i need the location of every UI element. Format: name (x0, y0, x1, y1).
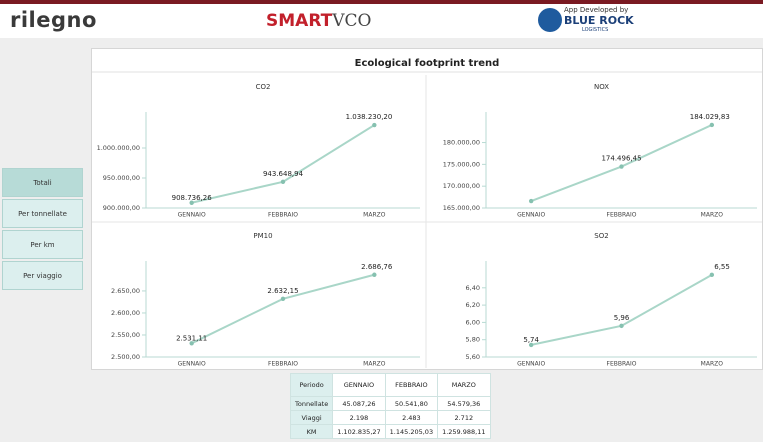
top-stripe (0, 0, 763, 4)
cell: 2.712 (437, 410, 491, 425)
x-tick-label: FEBBRAIO (607, 361, 637, 368)
sidebar: Totali Per tonnellate Per km Per viaggio (2, 168, 83, 292)
header-cell: Periodo (289, 373, 334, 397)
header-cell: MARZO (437, 373, 491, 397)
y-tick-label: 5,80 (466, 336, 480, 344)
x-tick-label: GENNAIO (517, 361, 545, 368)
table-row: Viaggi 2.198 2.483 2.712 (289, 410, 491, 425)
cell: 2.198 (332, 410, 386, 425)
value-label: 174.496,45 (601, 155, 641, 163)
y-tick-label: 6,20 (466, 301, 480, 309)
value-label: 6,55 (714, 263, 730, 271)
x-tick-label: MARZO (701, 361, 724, 368)
data-point (619, 164, 624, 169)
y-tick-label: 950.000,00 (103, 174, 140, 182)
y-tick-label: 2.650,00 (111, 287, 140, 295)
data-point (709, 122, 715, 128)
y-tick-label: 2.600,00 (111, 309, 140, 317)
y-tick-label: 2.500,00 (111, 353, 140, 361)
x-tick-label: FEBBRAIO (268, 212, 298, 219)
nav-button[interactable]: Per km (2, 230, 83, 259)
y-tick-label: 175.000,00 (443, 160, 480, 168)
data-point (189, 341, 194, 346)
data-point (280, 179, 286, 185)
table-row: Tonnellate 45.087,26 50.541,80 54.579,36 (289, 396, 491, 411)
nav-button[interactable]: Per viaggio (2, 261, 83, 290)
x-tick-label: GENNAIO (178, 212, 206, 219)
value-label: 5,96 (614, 314, 630, 322)
header: rilegno SMARTVCO App Developed by BLUE R… (0, 4, 763, 38)
data-point (189, 200, 194, 205)
x-tick-label: GENNAIO (178, 361, 206, 368)
panel-title: Ecological footprint trend (355, 58, 500, 69)
table-row: KM 1.102.835,27 1.145.205,03 1.259.988,1… (289, 424, 491, 439)
value-label: 2.531,11 (176, 334, 207, 342)
cell: 1.145.205,03 (384, 424, 439, 439)
y-tick-label: 170.000,00 (443, 182, 480, 190)
table-header: Periodo GENNAIO FEBBRAIO MARZO (289, 373, 491, 397)
chart-title: PM10 (253, 232, 272, 240)
data-line (530, 124, 713, 202)
header-cell: FEBBRAIO (384, 373, 439, 397)
y-tick-label: 180.000,00 (443, 139, 480, 147)
chart-title: CO2 (256, 83, 271, 91)
data-line (191, 273, 375, 345)
value-label: 908.736,26 (172, 194, 213, 202)
nav-button[interactable]: Totali (2, 168, 83, 197)
value-label: 943.648,94 (263, 170, 304, 178)
cell: 1.259.988,11 (437, 424, 491, 439)
x-tick-label: MARZO (363, 361, 386, 368)
x-tick-label: GENNAIO (517, 212, 545, 219)
data-point (619, 323, 624, 329)
chart-title: SO2 (594, 232, 608, 240)
data-point (280, 296, 286, 302)
cell: 1.102.835,27 (332, 424, 386, 439)
app-logo: SMARTVCO (266, 11, 371, 31)
chart-title: NOX (594, 83, 609, 91)
data-point (528, 198, 534, 204)
brand-logo: rilegno (10, 8, 97, 32)
value-label: 5,74 (523, 336, 539, 344)
cell: 54.579,36 (437, 396, 491, 411)
row-label: Viaggi (289, 410, 334, 425)
app-name-bold: SMART (266, 11, 333, 31)
value-label: 1.038.230,20 (346, 113, 393, 121)
x-tick-label: MARZO (363, 212, 386, 219)
y-tick-label: 165.000,00 (443, 204, 480, 212)
x-tick-label: MARZO (701, 212, 724, 219)
row-label: Tonnellate (289, 396, 334, 411)
developer-name: BLUE ROCK (564, 14, 634, 27)
app-name-light: VCO (332, 11, 372, 31)
y-tick-label: 5,60 (466, 353, 480, 361)
y-tick-label: 6,40 (466, 284, 480, 292)
y-tick-label: 6,00 (466, 318, 480, 326)
x-tick-label: FEBBRAIO (268, 361, 298, 368)
value-label: 2.632,15 (267, 287, 298, 295)
data-line (191, 124, 375, 204)
cell: 45.087,26 (332, 396, 386, 411)
developer-note: App Developed by (564, 6, 629, 14)
data-point (372, 272, 377, 277)
y-tick-label: 1.000.000,00 (97, 144, 140, 152)
cell: 50.541,80 (384, 396, 439, 411)
y-tick-label: 900.000,00 (103, 204, 140, 212)
data-line (530, 273, 713, 346)
row-label: KM (289, 424, 334, 439)
y-tick-label: 2.550,00 (111, 331, 140, 339)
globe-icon (538, 8, 562, 32)
cell: 2.483 (384, 410, 439, 425)
value-label: 184.029,83 (690, 113, 730, 121)
header-cell: GENNAIO (332, 373, 386, 397)
nav-button[interactable]: Per tonnellate (2, 199, 83, 228)
summary-table: Periodo GENNAIO FEBBRAIO MARZO Tonnellat… (289, 373, 491, 439)
developer-sub: LOGISTICS (582, 27, 609, 33)
chart-panel (91, 48, 763, 370)
data-point (709, 272, 715, 278)
data-point (372, 122, 377, 128)
value-label: 2.686,76 (361, 263, 393, 271)
x-tick-label: FEBBRAIO (607, 212, 637, 219)
data-point (528, 342, 534, 348)
